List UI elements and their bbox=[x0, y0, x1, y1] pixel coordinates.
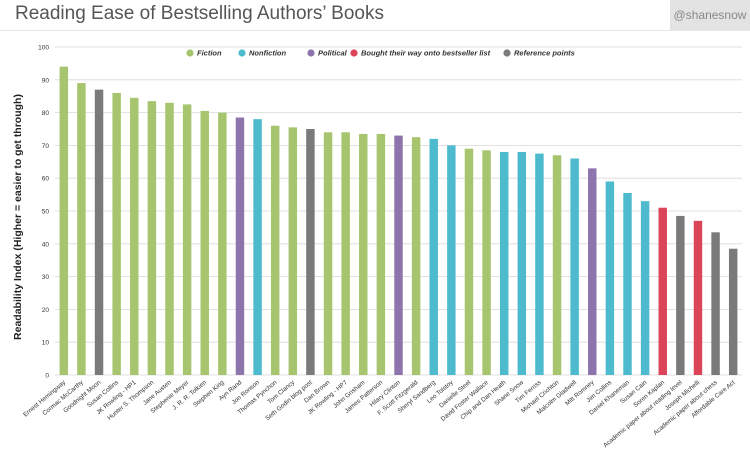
legend-label: Reference points bbox=[514, 49, 575, 58]
bars bbox=[59, 66, 738, 376]
bar bbox=[588, 168, 597, 375]
y-axis-ticks: 0 10 20 30 40 50 60 70 80 90 100 bbox=[38, 45, 49, 380]
bar bbox=[253, 119, 262, 375]
bar bbox=[623, 192, 632, 375]
legend-swatch bbox=[503, 49, 511, 57]
bar bbox=[130, 97, 139, 375]
bar bbox=[59, 66, 69, 376]
bar bbox=[306, 129, 315, 375]
bar bbox=[200, 110, 209, 376]
bar bbox=[499, 151, 509, 375]
page-title: Reading Ease of Bestselling Authors’ Boo… bbox=[15, 3, 384, 24]
bar bbox=[640, 201, 650, 375]
bar bbox=[218, 112, 227, 375]
bar bbox=[605, 181, 615, 375]
y-tick-label: 90 bbox=[42, 77, 50, 84]
legend-swatch bbox=[238, 49, 246, 57]
bar bbox=[94, 89, 104, 375]
bar bbox=[464, 148, 474, 375]
bar bbox=[394, 135, 403, 375]
y-tick-label: 0 bbox=[45, 373, 49, 380]
legend-label: Bought their way onto bestseller list bbox=[361, 49, 491, 58]
bar bbox=[77, 83, 86, 375]
bar bbox=[288, 127, 298, 375]
bar bbox=[182, 104, 192, 376]
bar bbox=[552, 155, 562, 375]
y-tick-label: 20 bbox=[42, 307, 50, 314]
bar bbox=[711, 232, 720, 375]
header-bar: Reading Ease of Bestselling Authors’ Boo… bbox=[0, 0, 750, 31]
y-axis-label: Readability Index (Higher = easier to ge… bbox=[12, 94, 24, 340]
bar bbox=[270, 125, 280, 375]
bar bbox=[359, 133, 368, 375]
legend-swatch bbox=[186, 49, 194, 57]
legend-swatch bbox=[307, 49, 315, 57]
bar bbox=[147, 101, 157, 376]
bar bbox=[693, 220, 703, 375]
y-tick-label: 30 bbox=[42, 274, 50, 281]
bar bbox=[376, 133, 386, 375]
bar bbox=[570, 158, 579, 375]
y-tick-label: 60 bbox=[42, 176, 50, 183]
bar bbox=[341, 132, 350, 375]
bar bbox=[447, 145, 456, 375]
bar bbox=[535, 153, 544, 375]
legend-swatch bbox=[350, 49, 358, 57]
y-tick-label: 10 bbox=[42, 340, 50, 347]
legend: Fiction Nonfiction Political Bought their w… bbox=[186, 49, 575, 58]
bar-chart: 0 10 20 30 40 50 60 70 80 90 100 Ernest HemingwayC… bbox=[12, 45, 742, 449]
bar bbox=[482, 150, 491, 375]
bar bbox=[676, 215, 685, 375]
bar bbox=[323, 132, 333, 375]
bar bbox=[411, 137, 421, 375]
bar bbox=[517, 151, 527, 375]
bar bbox=[112, 92, 121, 376]
y-tick-label: 50 bbox=[42, 209, 50, 216]
y-tick-label: 100 bbox=[38, 45, 49, 52]
twitter-handle: @shanesnow bbox=[670, 0, 750, 30]
legend-label: Nonfiction bbox=[249, 49, 286, 58]
y-tick-label: 80 bbox=[42, 110, 50, 117]
bar bbox=[658, 207, 667, 375]
bar bbox=[235, 117, 245, 376]
y-tick-label: 70 bbox=[42, 143, 50, 150]
legend-label: Fiction bbox=[197, 49, 222, 58]
bar bbox=[429, 138, 438, 375]
y-tick-label: 40 bbox=[42, 241, 50, 248]
bar bbox=[165, 102, 174, 375]
bar bbox=[728, 248, 738, 375]
legend-label: Political bbox=[318, 49, 348, 58]
